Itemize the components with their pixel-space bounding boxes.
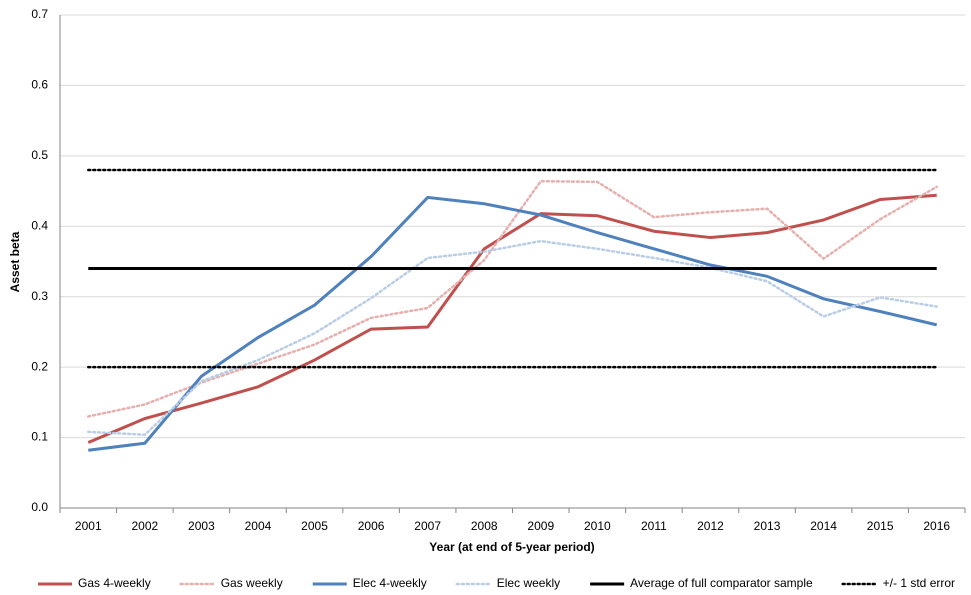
y-tick-label: 0.5	[31, 148, 48, 162]
x-tick-label: 2011	[641, 519, 667, 533]
x-tick-label: 2003	[188, 519, 215, 533]
x-tick-label: 2005	[301, 519, 328, 533]
y-axis-title: Asset beta	[8, 231, 22, 292]
x-tick-label: 2001	[75, 519, 102, 533]
series-line	[88, 195, 938, 452]
y-tick-label: 0.1	[31, 430, 48, 444]
x-tick-label: 2010	[584, 519, 611, 533]
x-tick-label: 2004	[245, 519, 272, 533]
x-tick-label: 2016	[923, 519, 950, 533]
legend-label: Elec weekly	[497, 576, 560, 590]
x-tick-label: 2009	[527, 519, 554, 533]
y-tick-label: 0.4	[31, 218, 48, 232]
series-line	[87, 239, 938, 437]
x-axis-title: Year (at end of 5-year period)	[429, 540, 594, 554]
legend-label: Gas weekly	[221, 576, 283, 590]
x-tick-label: 2002	[131, 519, 158, 533]
y-tick-label: 0.6	[31, 78, 48, 92]
legend-label: +/- 1 std error	[883, 576, 955, 590]
x-tick-label: 2007	[414, 519, 441, 533]
series-line	[87, 193, 937, 444]
y-tick-label: 0.7	[31, 7, 48, 21]
x-tick-label: 2014	[810, 519, 837, 533]
y-tick-label: 0.2	[31, 359, 48, 373]
legend-label: Gas 4-weekly	[78, 576, 151, 590]
series-line	[87, 179, 938, 418]
x-tick-label: 2013	[754, 519, 781, 533]
x-tick-label: 2006	[358, 519, 385, 533]
y-tick-label: 0.0	[31, 500, 48, 514]
legend-label: Elec 4-weekly	[353, 576, 427, 590]
x-tick-label: 2015	[867, 519, 894, 533]
x-tick-label: 2008	[471, 519, 498, 533]
legend-label: Average of full comparator sample	[630, 576, 813, 590]
x-tick-label: 2012	[697, 519, 724, 533]
y-tick-label: 0.3	[31, 289, 48, 303]
